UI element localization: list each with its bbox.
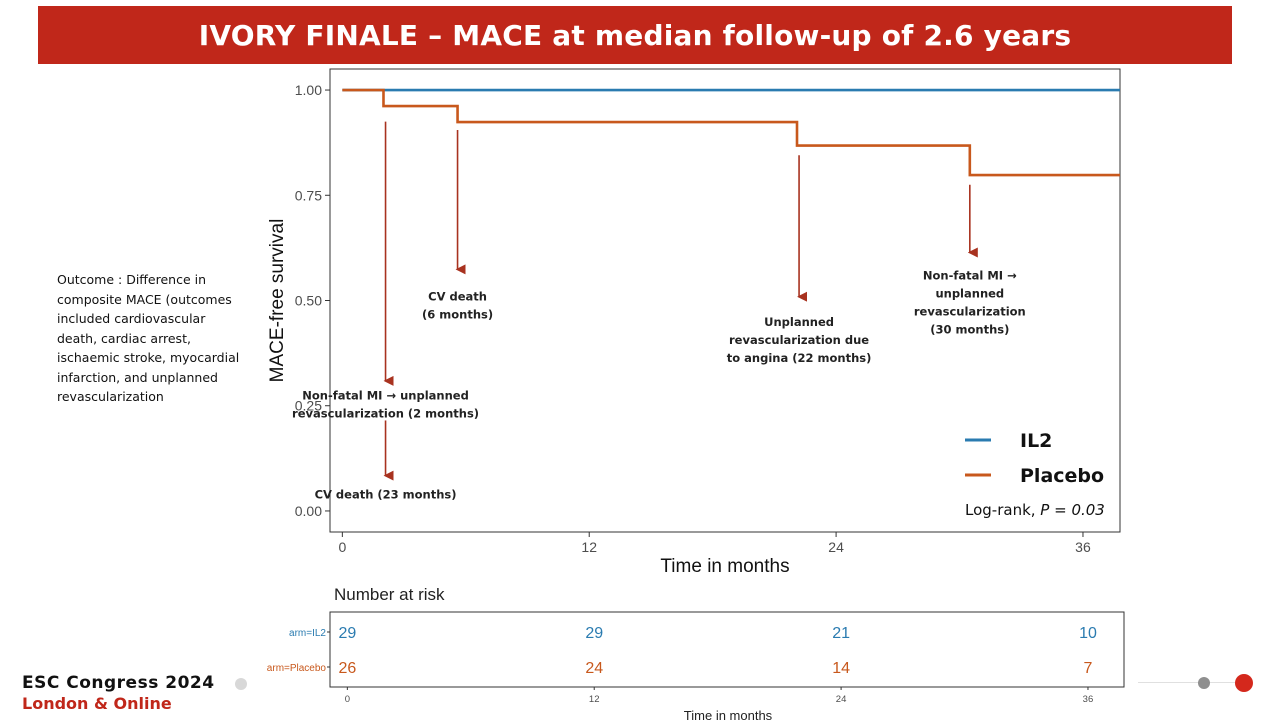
y-tick-label: 0.25 bbox=[295, 398, 322, 414]
x-tick-label: 0 bbox=[338, 539, 346, 555]
risk-count: 26 bbox=[338, 660, 356, 677]
congress-location: London & Online bbox=[22, 694, 172, 713]
risk-row-label: arm=Placebo bbox=[267, 663, 327, 674]
risk-x-tick-label: 0 bbox=[345, 694, 350, 705]
slide-progress-line bbox=[1138, 682, 1238, 683]
legend-label: IL2 bbox=[1020, 430, 1052, 452]
y-tick-label: 1.00 bbox=[295, 82, 322, 98]
risk-count: 10 bbox=[1079, 625, 1097, 642]
risk-table-title: Number at risk bbox=[334, 585, 445, 604]
x-tick-label: 24 bbox=[828, 539, 844, 555]
survival-curve-placebo bbox=[342, 88, 1120, 177]
risk-count: 21 bbox=[832, 625, 850, 642]
risk-count: 14 bbox=[832, 660, 850, 677]
risk-x-tick-label: 36 bbox=[1083, 694, 1094, 705]
x-axis-title: Time in months bbox=[660, 556, 789, 577]
y-axis-title: MACE-free survival bbox=[267, 219, 288, 383]
y-tick-label: 0.50 bbox=[295, 293, 322, 309]
slide-title: IVORY FINALE – MACE at median follow-up … bbox=[198, 18, 1072, 52]
risk-count: 7 bbox=[1084, 660, 1093, 677]
risk-table-panel bbox=[329, 611, 1125, 688]
event-label: revascularization due bbox=[729, 333, 869, 347]
event-label: unplanned bbox=[935, 286, 1004, 300]
risk-x-tick-label: 24 bbox=[836, 694, 847, 705]
risk-count: 29 bbox=[338, 625, 356, 642]
event-label: (30 months) bbox=[930, 322, 1009, 336]
risk-x-axis-title: Time in months bbox=[684, 708, 773, 723]
y-tick-label: 0.75 bbox=[295, 187, 322, 203]
legend-label: Placebo bbox=[1020, 465, 1104, 487]
logrank-test: Log-rank, P = 0.03 bbox=[965, 501, 1105, 519]
event-label: Non-fatal MI → unplanned bbox=[302, 388, 469, 402]
event-label: (6 months) bbox=[422, 308, 493, 322]
risk-count: 24 bbox=[585, 660, 603, 677]
congress-name: ESC Congress 2024 bbox=[22, 673, 215, 693]
event-label: to angina (22 months) bbox=[727, 351, 872, 365]
event-label: Non-fatal MI → bbox=[923, 268, 1017, 282]
risk-count: 29 bbox=[585, 625, 603, 642]
event-label: revascularization (2 months) bbox=[292, 406, 479, 420]
event-label: revascularization bbox=[914, 304, 1026, 318]
event-label: CV death bbox=[428, 290, 487, 304]
esc-logo: ESC Congress 2024 London & Online bbox=[22, 673, 215, 713]
plot-panel bbox=[329, 68, 1121, 533]
x-tick-label: 36 bbox=[1075, 539, 1091, 555]
outcome-note: Outcome : Difference in composite MACE (… bbox=[57, 272, 240, 404]
risk-x-tick-label: 12 bbox=[589, 694, 600, 705]
event-label: Unplanned bbox=[764, 315, 834, 329]
event-label: CV death (23 months) bbox=[315, 487, 457, 501]
title-banner: IVORY FINALE – MACE at median follow-up … bbox=[38, 6, 1232, 64]
y-tick-label: 0.00 bbox=[295, 503, 322, 519]
progress-dot-icon bbox=[1198, 677, 1210, 689]
x-tick-label: 12 bbox=[581, 539, 597, 555]
grey-dot-icon bbox=[235, 678, 247, 690]
current-slide-dot-icon bbox=[1235, 674, 1253, 692]
risk-row-label: arm=IL2 bbox=[289, 628, 326, 639]
